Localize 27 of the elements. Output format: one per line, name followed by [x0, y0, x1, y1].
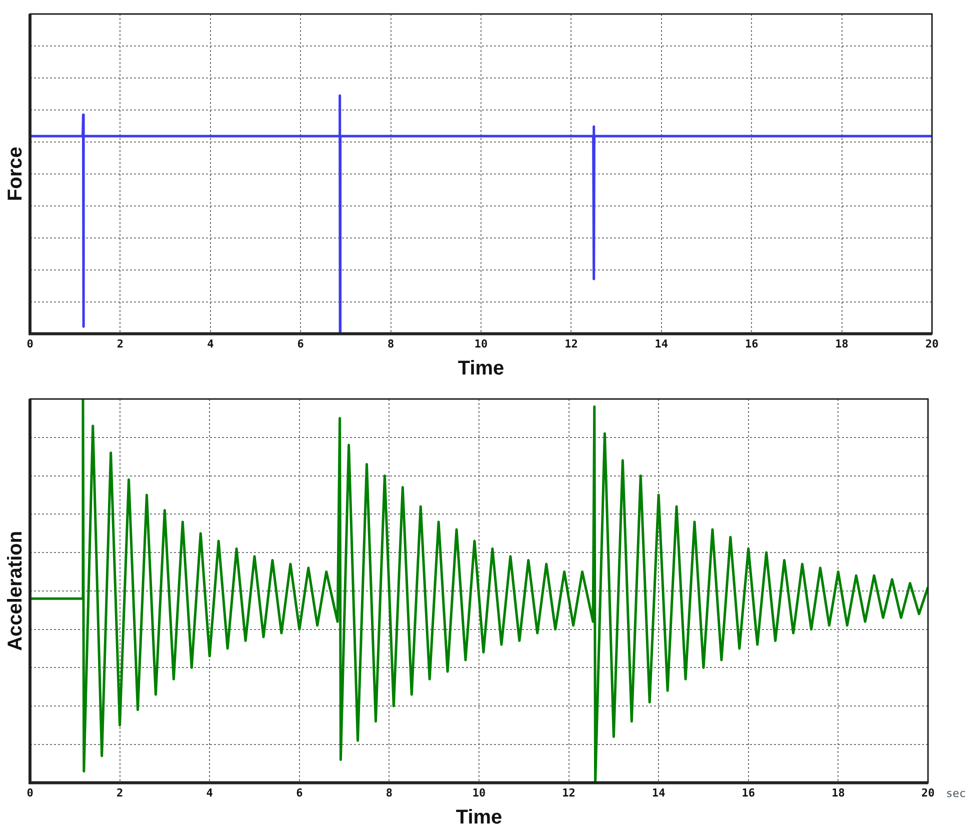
x-tick-label: 0 [26, 786, 34, 800]
x-tick-label: 0 [26, 337, 34, 350]
x-tick-label: 6 [297, 337, 304, 350]
x-tick-label: 2 [116, 337, 124, 350]
x-tick-label: 14 [654, 337, 668, 350]
x-tick-label: 14 [652, 786, 666, 800]
x-tick-label: 18 [835, 337, 848, 350]
x-tick-label: 8 [386, 786, 393, 800]
x-tick-label: 18 [832, 786, 845, 800]
x-tick-label: 12 [564, 337, 578, 350]
y-axis-title: Force [4, 146, 27, 202]
x-axis-title: Time [458, 358, 504, 380]
x-tick-label: 10 [474, 337, 488, 350]
x-tick-label: 6 [296, 786, 304, 800]
x-tick-label: 8 [387, 337, 394, 350]
x-tick-label: 12 [562, 786, 576, 800]
x-tick-label: 10 [472, 786, 486, 800]
x-tick-label: 20 [925, 337, 939, 350]
x-tick-label: 4 [207, 337, 214, 350]
text: sec [946, 787, 966, 800]
x-tick-label: 4 [206, 786, 214, 800]
x-tick-label: 16 [744, 337, 759, 350]
y-axis-title: Acceleration [4, 530, 27, 651]
x-tick-label: 2 [116, 786, 124, 800]
x-tick-label: 20 [921, 786, 935, 800]
x-tick-label: 16 [742, 786, 756, 800]
x-axis-title: Time [456, 806, 502, 829]
